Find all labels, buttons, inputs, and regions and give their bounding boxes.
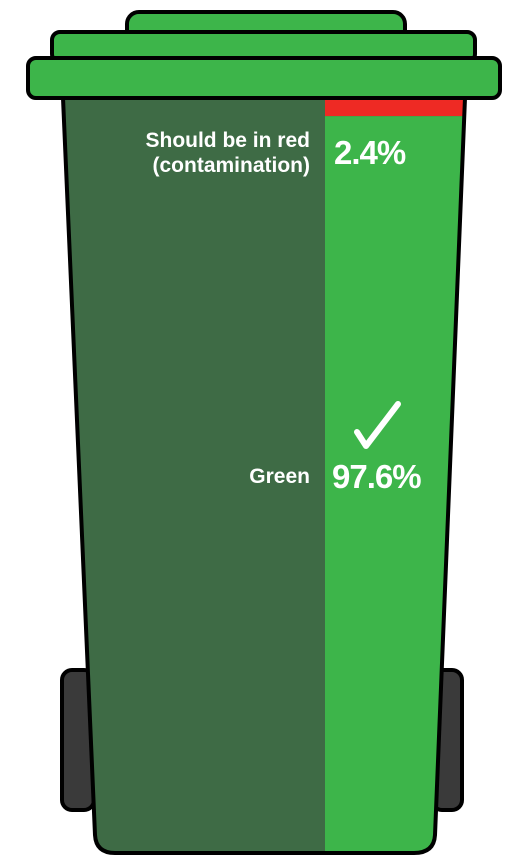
value-label: 97.6% (332, 458, 422, 495)
check-icon (354, 401, 401, 449)
bar-segment (325, 98, 465, 117)
series-name: Green (249, 465, 310, 488)
value-label: 2.4% (334, 134, 406, 171)
lid (26, 56, 502, 100)
series-name: Should be in red (contamination) (145, 129, 310, 177)
bin-outline (60, 96, 468, 855)
